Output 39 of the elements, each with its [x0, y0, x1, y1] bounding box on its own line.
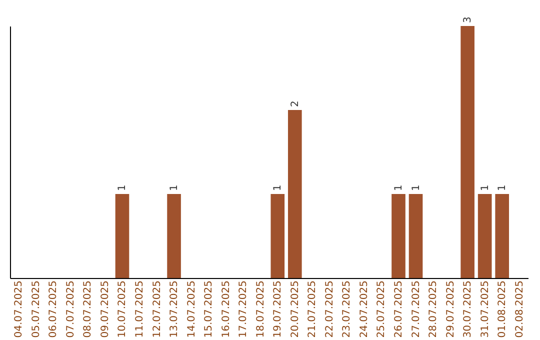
x-tick-label: 05.07.2025 — [30, 280, 42, 338]
x-tick-label: 12.07.2025 — [152, 280, 163, 338]
data-label: 1 — [169, 184, 180, 191]
x-tick-label: 18.07.2025 — [255, 280, 266, 338]
x-tick-label: 15.07.2025 — [204, 280, 215, 338]
x-tick-label: 28.07.2025 — [428, 280, 440, 338]
x-tick-label: 17.07.2025 — [238, 280, 250, 338]
data-label: 1 — [497, 184, 508, 191]
x-tick-label: 21.07.2025 — [307, 280, 318, 338]
x-tick-label: 11.07.2025 — [134, 280, 146, 338]
x-tick-label: 02.08.2025 — [514, 280, 526, 338]
x-tick-label: 10.07.2025 — [117, 280, 128, 338]
x-tick-label: 30.07.2025 — [462, 280, 474, 338]
x-tick-label: 26.07.2025 — [394, 280, 404, 338]
data-label: 1 — [394, 184, 404, 191]
data-label: 1 — [272, 184, 284, 191]
data-label: 1 — [117, 184, 128, 191]
x-tick-label: 27.07.2025 — [410, 280, 422, 338]
x-tick-label: 08.07.2025 — [82, 280, 94, 338]
x-tick-label: 29.07.2025 — [445, 280, 456, 338]
x-tick-label: 07.07.2025 — [65, 280, 76, 338]
x-tick-label: 14.07.2025 — [186, 280, 198, 338]
x-tick-label: 22.07.2025 — [324, 280, 336, 338]
data-label: 1 — [480, 184, 491, 191]
x-tick-label: 01.08.2025 — [497, 280, 508, 338]
x-tick-label: 24.07.2025 — [358, 280, 370, 338]
x-tick-label: 04.07.2025 — [14, 280, 25, 338]
data-label: 1 — [410, 184, 422, 191]
x-tick-label: 25.07.2025 — [376, 280, 388, 338]
x-tick-label: 13.07.2025 — [169, 280, 180, 338]
x-tick-label: 16.07.2025 — [220, 280, 232, 338]
data-label: 3 — [462, 16, 474, 23]
data-label: 2 — [290, 100, 301, 107]
x-tick-label: 31.07.2025 — [480, 280, 491, 338]
x-tick-label: 19.07.2025 — [272, 280, 284, 338]
x-tick-label: 20.07.2025 — [290, 280, 301, 338]
x-tick-label: 09.07.2025 — [100, 280, 111, 338]
x-tick-label: 23.07.2025 — [342, 280, 353, 338]
x-tick-label: 06.07.2025 — [48, 280, 60, 338]
